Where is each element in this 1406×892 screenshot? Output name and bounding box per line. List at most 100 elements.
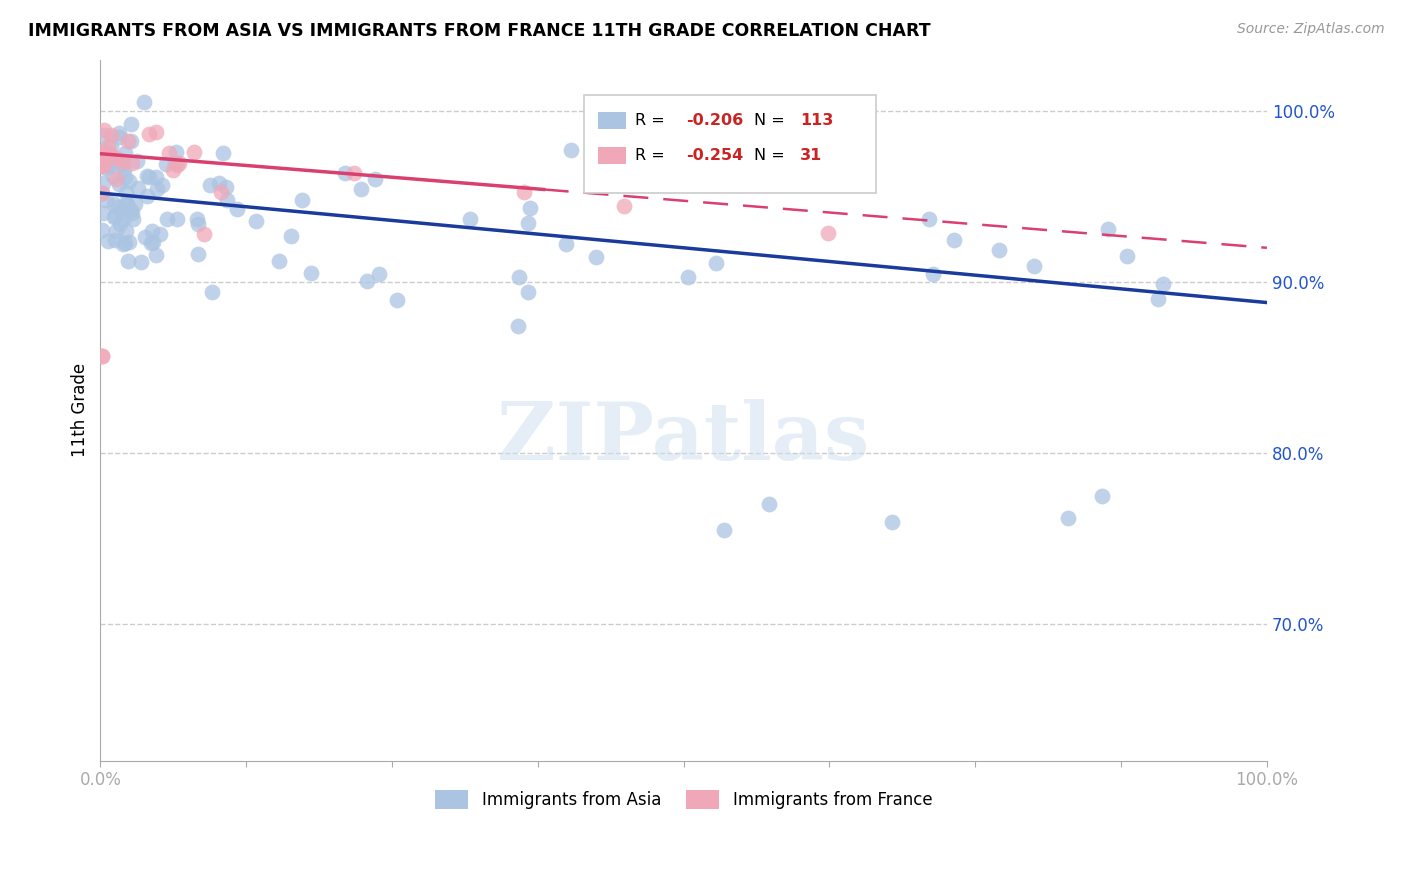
Point <box>114 145 136 160</box>
Point <box>111 236 134 251</box>
Point <box>100 154 122 169</box>
Point <box>368 268 391 282</box>
Point <box>676 270 699 285</box>
Point <box>713 523 735 537</box>
Point <box>335 166 357 180</box>
Point <box>165 145 187 159</box>
Point <box>90 186 112 200</box>
Point <box>91 159 114 173</box>
Text: R =: R = <box>634 113 669 128</box>
Point <box>155 157 177 171</box>
Point <box>135 189 157 203</box>
Point <box>111 155 134 169</box>
Point <box>117 134 139 148</box>
Point <box>98 147 121 161</box>
Point <box>988 243 1011 257</box>
Point <box>127 181 149 195</box>
Point <box>104 172 127 186</box>
Point <box>93 158 115 172</box>
Point <box>350 182 373 196</box>
Point <box>117 253 139 268</box>
Point <box>91 206 114 220</box>
Point <box>108 130 131 145</box>
Point <box>90 223 112 237</box>
Text: -0.206: -0.206 <box>686 113 744 128</box>
Point <box>138 127 160 141</box>
Point <box>385 293 408 307</box>
FancyBboxPatch shape <box>585 95 876 193</box>
Point <box>150 178 173 192</box>
Point <box>120 203 142 218</box>
Point <box>166 158 188 172</box>
Point <box>1097 221 1119 235</box>
Point <box>817 226 839 240</box>
Point <box>111 202 134 217</box>
Point <box>1146 292 1168 306</box>
Point <box>115 197 138 211</box>
Point <box>98 152 121 166</box>
Point <box>187 246 209 260</box>
Point <box>145 125 167 139</box>
Point <box>117 174 139 188</box>
Point <box>97 235 120 249</box>
Point <box>215 180 238 194</box>
Point <box>98 159 121 173</box>
Point <box>167 156 190 170</box>
Point <box>517 216 540 230</box>
Point <box>90 349 112 363</box>
Point <box>108 127 131 141</box>
Point <box>166 211 188 226</box>
Text: N =: N = <box>754 113 790 128</box>
Point <box>114 224 136 238</box>
Point <box>96 150 118 164</box>
Point <box>142 235 165 250</box>
Point <box>138 169 160 184</box>
Text: Source: ZipAtlas.com: Source: ZipAtlas.com <box>1237 22 1385 37</box>
Point <box>458 211 481 226</box>
Point <box>104 224 127 238</box>
Point <box>226 202 249 217</box>
Point <box>704 256 727 270</box>
Point <box>156 211 179 226</box>
Point <box>115 196 138 211</box>
Point <box>91 349 114 363</box>
Point <box>193 227 215 241</box>
Point <box>922 267 945 281</box>
Point <box>183 145 205 160</box>
Point <box>291 193 314 207</box>
Point <box>209 185 232 199</box>
Text: -0.254: -0.254 <box>686 148 744 163</box>
Point <box>115 185 138 199</box>
Point <box>245 214 267 228</box>
Point <box>97 139 120 153</box>
Point <box>513 185 536 199</box>
Point <box>104 233 127 247</box>
Point <box>100 138 122 153</box>
Point <box>132 95 155 110</box>
Point <box>508 269 530 284</box>
Point <box>139 236 162 251</box>
Point <box>105 151 128 165</box>
Text: 31: 31 <box>800 148 823 163</box>
Point <box>758 498 780 512</box>
Point <box>186 211 208 226</box>
Point <box>163 155 186 169</box>
Point <box>112 162 135 177</box>
Point <box>187 217 209 231</box>
Point <box>96 194 118 208</box>
Text: IMMIGRANTS FROM ASIA VS IMMIGRANTS FROM FRANCE 11TH GRADE CORRELATION CHART: IMMIGRANTS FROM ASIA VS IMMIGRANTS FROM … <box>28 22 931 40</box>
Point <box>149 227 172 241</box>
Point <box>94 161 117 176</box>
Point <box>141 224 163 238</box>
Point <box>201 285 224 299</box>
Point <box>103 211 125 225</box>
Text: 113: 113 <box>800 113 834 128</box>
Point <box>1056 511 1078 525</box>
Point <box>942 233 965 247</box>
Point <box>93 149 115 163</box>
Text: N =: N = <box>754 148 790 163</box>
Point <box>299 266 322 280</box>
Point <box>1116 249 1139 263</box>
Point <box>880 515 903 529</box>
Legend: Immigrants from Asia, Immigrants from France: Immigrants from Asia, Immigrants from Fr… <box>429 783 939 816</box>
